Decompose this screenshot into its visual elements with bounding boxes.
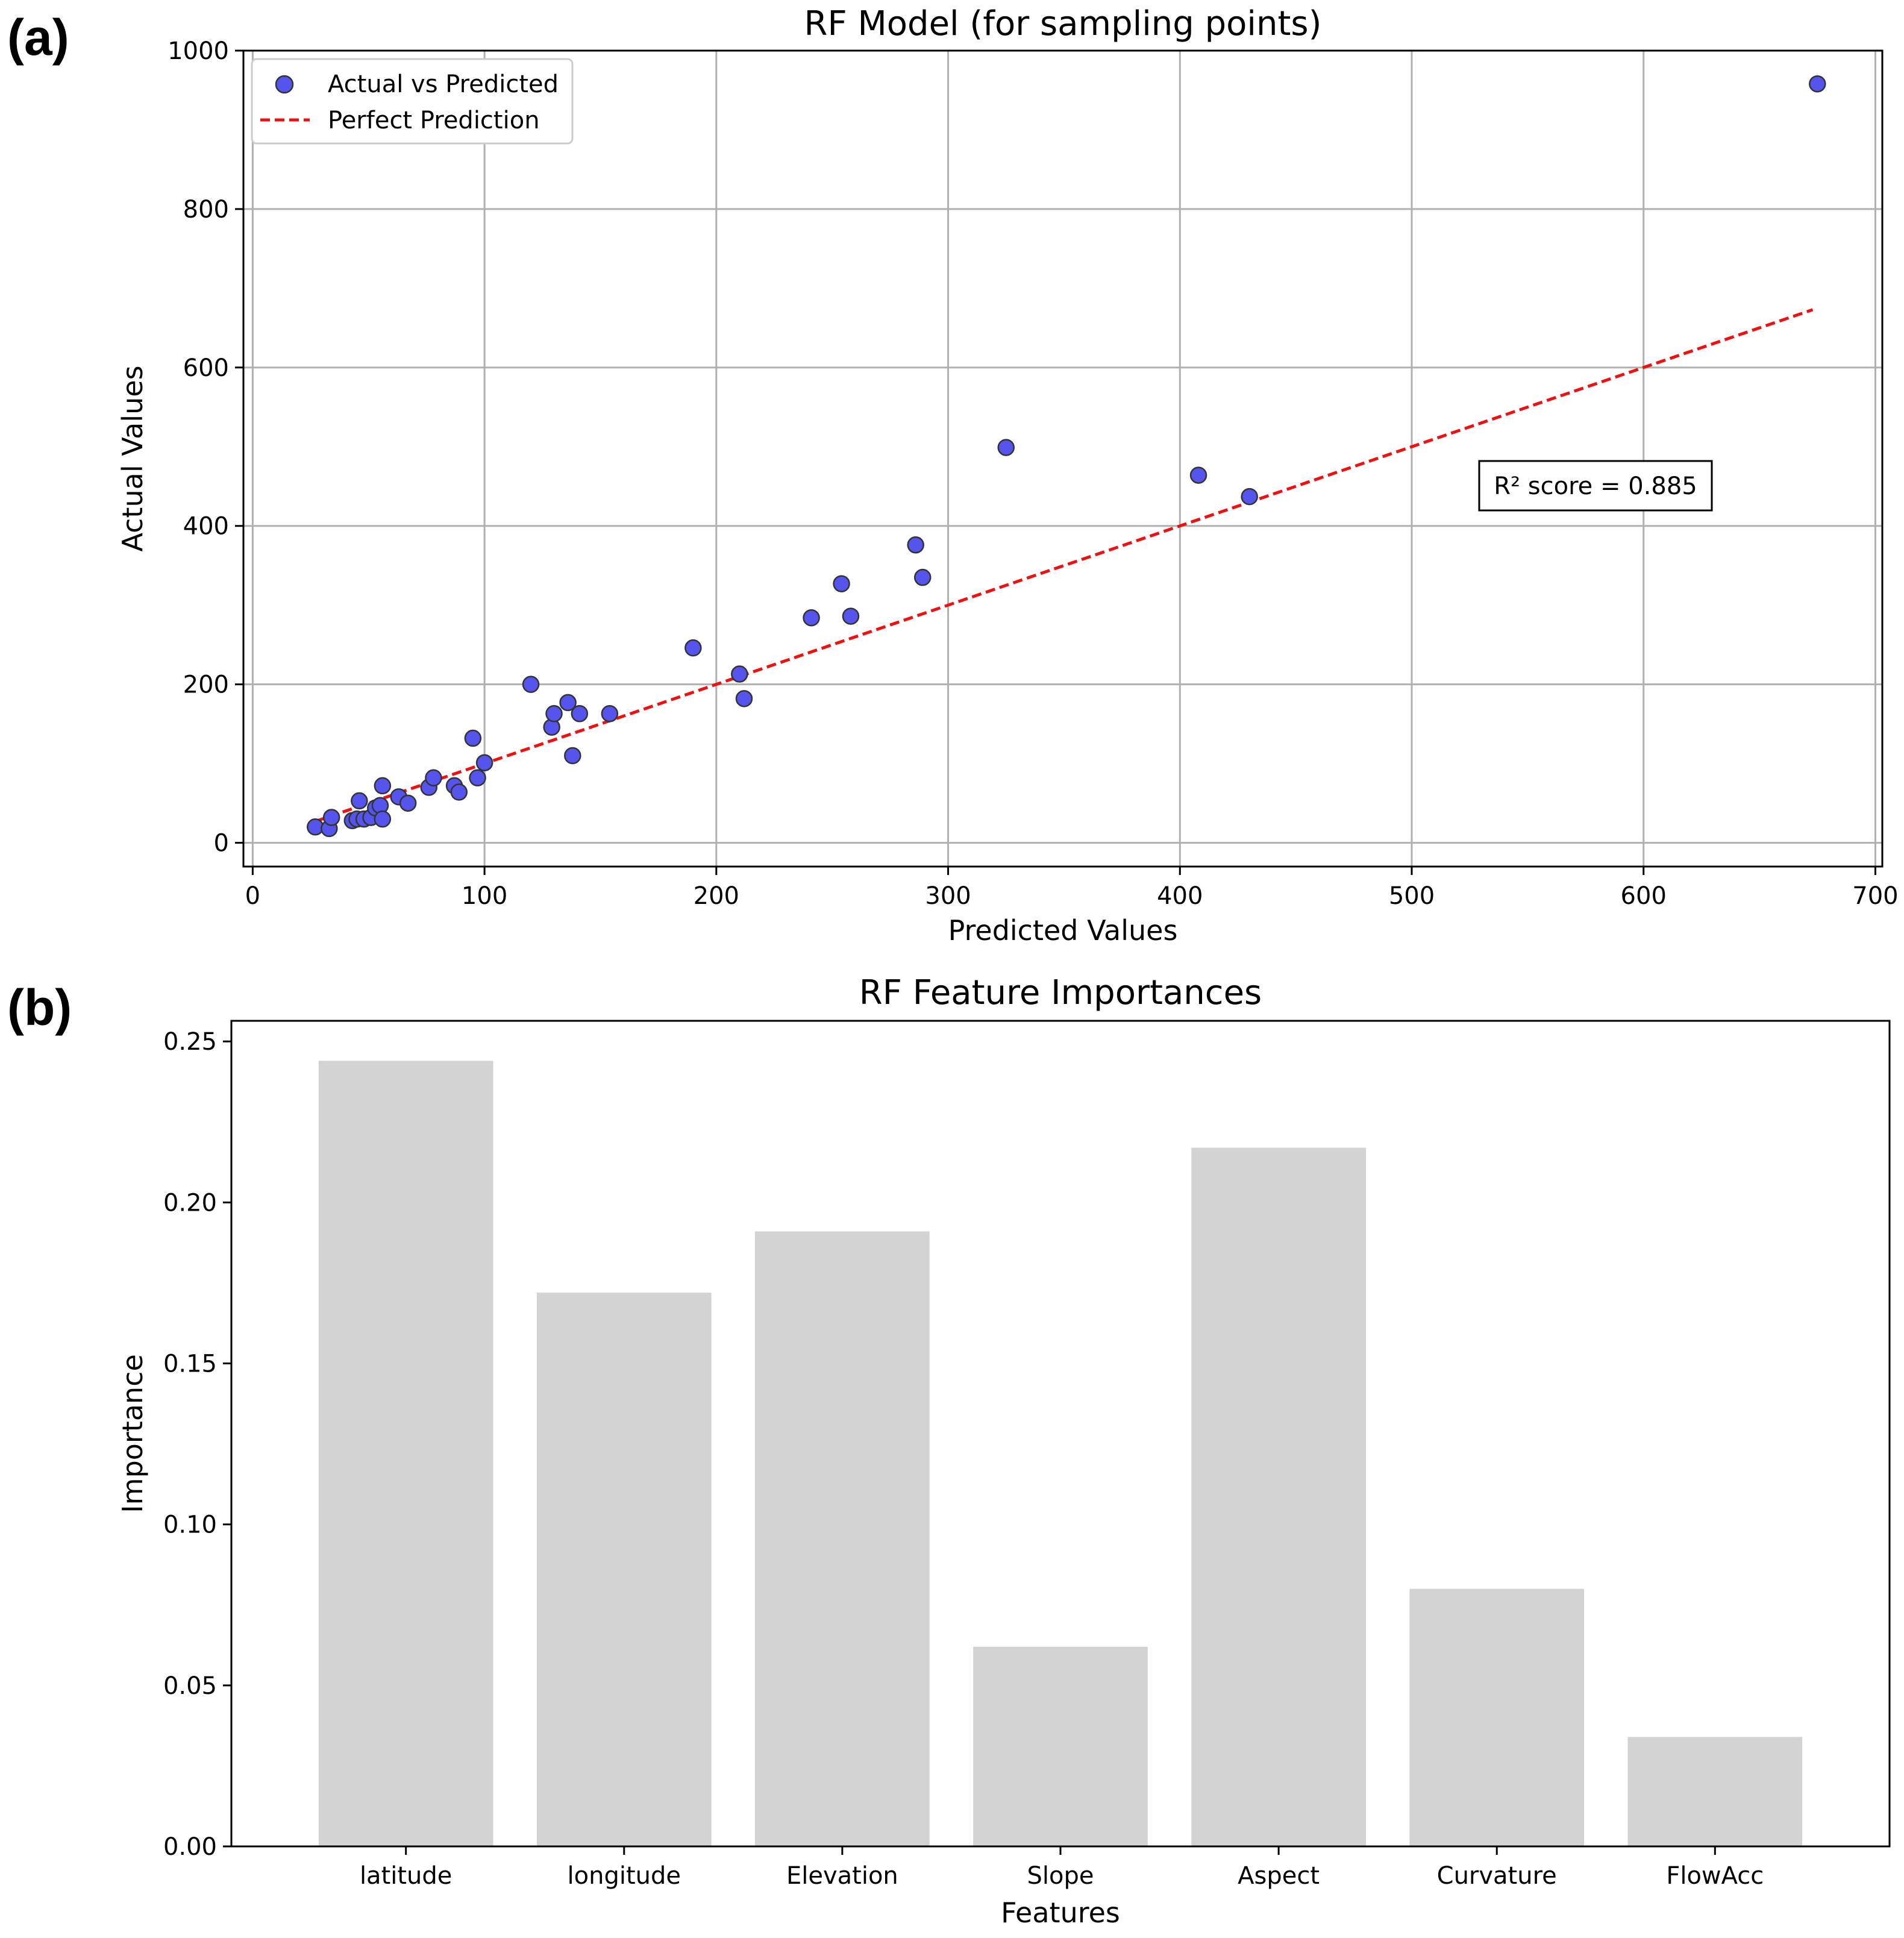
bar-curvature [1409,1588,1585,1846]
bar-latitude [318,1061,493,1846]
scatter-point [464,729,482,747]
scatter-perfect-line-group [315,308,1814,823]
bar-x-tick-label: Slope [1027,1862,1094,1890]
scatter-title: RF Model (for sampling points) [804,4,1322,43]
bar-x-tick-label: latitude [360,1862,452,1890]
scatter-y-tick-label: 600 [183,354,229,382]
bar-x-axis-label: Features [1001,1896,1120,1929]
bar-series [318,1061,1803,1846]
scatter-point [559,694,577,712]
bar-longitude [536,1292,712,1846]
scatter-point [907,536,924,554]
scatter-point [833,575,850,592]
scatter-point [425,769,442,787]
scatter-point [731,665,748,683]
bar-flowacc [1627,1737,1803,1846]
scatter-point [913,568,932,586]
scatter-point [351,792,368,810]
scatter-y-tick-label: 1000 [168,37,229,65]
scatter-x-tick-label: 300 [925,882,971,910]
scatter-x-tick-label: 600 [1621,882,1667,910]
legend-box [251,58,574,145]
panel-b-label: (b) [7,979,72,1036]
scatter-point [545,705,563,723]
scatter-point [374,777,392,795]
bar-y-tick-label: 0.10 [163,1511,217,1539]
scatter-point [735,690,753,707]
scatter-point [564,747,581,765]
legend-point-marker [275,75,294,94]
scatter-point [997,439,1015,456]
bar-x-tick-label: FlowAcc [1666,1862,1764,1890]
bar-elevation [755,1231,930,1846]
scatter-point [842,607,860,625]
bar-x-tick-label: longitude [568,1862,681,1890]
scatter-point [1189,466,1207,484]
bar-aspect [1191,1147,1366,1846]
scatter-y-axis-label: Actual Values [116,365,149,551]
scatter-point [522,676,540,693]
bar-y-tick-label: 0.25 [163,1028,217,1056]
r2-annotation: R² score = 0.885 [1478,460,1713,512]
bar-ticks: latitude longitude Elevation Slope Aspect Cur… [163,1028,1764,1890]
r2-annotation-text: R² score = 0.885 [1494,472,1697,500]
bar-y-tick-label: 0.20 [163,1189,217,1217]
scatter-y-tick-label: 800 [183,196,229,224]
scatter-ticks: 0 100 200 300 400 500 600 700 0 200 400 600 800 1000 [168,37,1898,910]
scatter-x-tick-label: 100 [462,882,507,910]
bar-x-tick-label: Elevation [786,1862,898,1890]
bar-title: RF Feature Importances [859,973,1262,1012]
scatter-x-tick-label: 700 [1852,882,1898,910]
bar-x-tick-label: Aspect [1238,1862,1320,1890]
scatter-x-tick-label: 500 [1389,882,1435,910]
r2-annotation-box [1478,460,1713,512]
bar-plot-frame [230,1020,1891,1848]
legend-label-line: Perfect Prediction [328,107,540,134]
scatter-y-tick-label: 0 [214,830,229,858]
scatter-point [601,705,619,723]
bar-x-tick-label: Curvature [1437,1862,1557,1890]
scatter-chart: 0 100 200 300 400 500 600 70002004006008001000 … [116,4,1899,947]
bar-slope [973,1646,1148,1846]
scatter-point [1809,75,1826,93]
perfect-prediction-line [315,308,1814,823]
scatter-legend: Actual vs Predicted Perfect Prediction [251,58,574,145]
scatter-point [1241,488,1258,506]
scatter-point [374,810,392,828]
bar-y-tick-label: 0.15 [163,1350,217,1378]
bar-chart: latitude longitude Elevation Slope Aspect Cur… [116,973,1891,1929]
scatter-point [803,609,820,627]
scatter-point [450,783,468,801]
scatter-grid [243,49,1882,867]
bar-y-axis-label: Importance [116,1354,149,1513]
scatter-x-axis-label: Predicted Values [948,914,1178,947]
legend-label-points: Actual vs Predicted [328,71,559,98]
scatter-point [399,794,417,812]
scatter-point [475,754,493,772]
scatter-plot-frame [242,49,1884,868]
scatter-point [469,769,486,787]
scatter-y-tick-label: 400 [183,513,229,541]
scatter-point [571,705,589,723]
scatter-x-tick-label: 200 [694,882,739,910]
scatter-point [684,639,702,657]
bar-y-tick-label: 0.00 [163,1833,217,1861]
scatter-x-tick-label: 400 [1157,882,1203,910]
scatter-point [322,809,340,826]
scatter-points [307,75,1826,838]
bar-y-tick-label: 0.05 [163,1672,217,1700]
scatter-y-tick-label: 200 [183,671,229,699]
scatter-x-tick-label: 0 [245,882,260,910]
panel-a-label: (a) [7,9,69,66]
